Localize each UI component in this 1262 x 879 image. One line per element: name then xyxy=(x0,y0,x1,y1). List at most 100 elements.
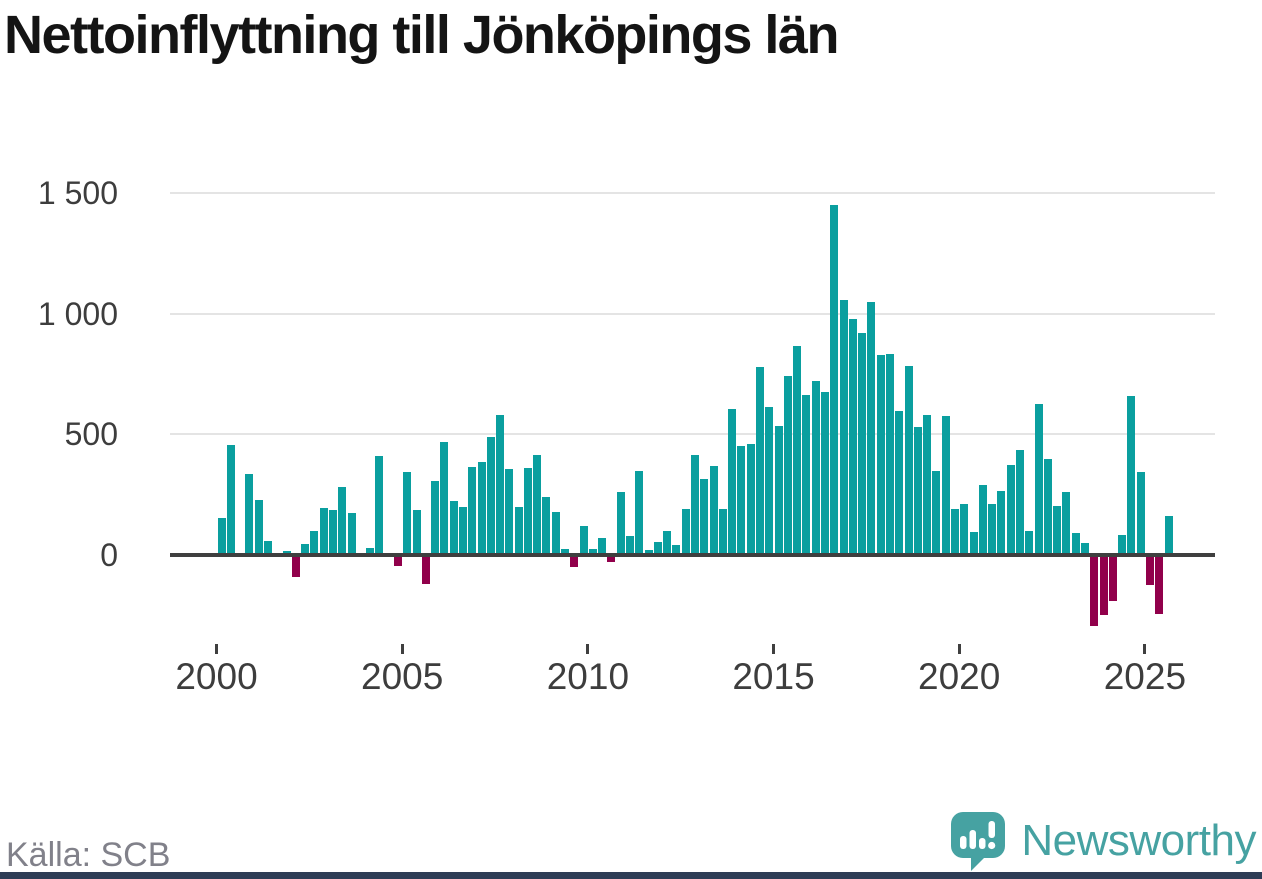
bar xyxy=(328,510,337,555)
bar xyxy=(291,555,300,577)
bar xyxy=(458,506,467,555)
bar xyxy=(885,353,894,555)
bar xyxy=(561,549,569,555)
bar xyxy=(1062,492,1071,555)
bar xyxy=(728,409,737,555)
bar xyxy=(653,541,662,555)
bar xyxy=(746,444,755,555)
bar xyxy=(496,415,504,555)
bar xyxy=(347,512,356,555)
bar xyxy=(978,485,987,555)
newsworthy-logo: Newsworthy xyxy=(947,808,1256,874)
bar xyxy=(830,205,839,555)
bar xyxy=(338,487,347,555)
newsworthy-logo-icon xyxy=(951,812,1006,871)
bar xyxy=(895,411,904,555)
y-axis-tick-label: 0 xyxy=(100,537,118,573)
bar xyxy=(839,300,848,555)
bar xyxy=(858,333,867,555)
bar xyxy=(579,526,588,555)
bar xyxy=(375,456,384,555)
bar xyxy=(932,470,941,555)
bar xyxy=(431,481,439,555)
bar xyxy=(774,425,783,555)
bar xyxy=(1145,555,1154,586)
bar xyxy=(412,510,421,555)
bar xyxy=(421,555,430,584)
bar xyxy=(588,549,597,555)
bar xyxy=(904,365,913,555)
x-axis-tick xyxy=(586,644,590,654)
x-axis-zero-line xyxy=(170,553,1215,557)
bar xyxy=(1127,395,1136,555)
bar xyxy=(793,346,802,555)
gridline-1500 xyxy=(170,192,1215,195)
bar xyxy=(960,504,969,555)
bar xyxy=(1108,555,1117,601)
bar xyxy=(1071,533,1080,555)
source-note: Källa: SCB xyxy=(6,836,171,874)
bar xyxy=(1080,542,1089,555)
bar xyxy=(1006,464,1015,555)
bar xyxy=(626,535,634,555)
x-axis-tick-label: 2000 xyxy=(175,656,258,697)
x-axis-tick-label: 2020 xyxy=(918,656,1001,697)
bar xyxy=(254,499,263,555)
bar xyxy=(1136,471,1145,555)
bar xyxy=(449,500,458,555)
bar xyxy=(533,454,542,555)
bar xyxy=(969,532,978,555)
bar xyxy=(551,511,560,555)
bar xyxy=(821,392,829,555)
gridline-1000 xyxy=(170,312,1215,315)
bar xyxy=(1025,530,1034,555)
bar xyxy=(607,555,616,563)
bar xyxy=(811,381,820,555)
bar xyxy=(1090,555,1099,627)
bar xyxy=(1164,516,1173,555)
bottom-accent-bar xyxy=(0,872,1262,879)
bar xyxy=(570,555,579,568)
bar xyxy=(477,462,486,555)
bar xyxy=(691,454,699,555)
bar xyxy=(403,471,412,555)
bar xyxy=(848,318,857,555)
bar xyxy=(598,538,607,555)
x-axis-tick xyxy=(215,644,218,654)
bar xyxy=(1015,450,1024,555)
bar xyxy=(514,506,523,555)
y-axis-tick-label: 1 500 xyxy=(37,175,118,212)
bar xyxy=(486,436,495,555)
bar xyxy=(245,474,254,555)
bar xyxy=(1043,458,1052,555)
bar xyxy=(941,416,950,555)
x-axis-tick xyxy=(1143,644,1147,654)
bar xyxy=(950,509,959,555)
y-axis-tick-label: 500 xyxy=(64,416,118,453)
bar xyxy=(988,504,997,555)
bar xyxy=(226,445,235,555)
bar xyxy=(393,555,402,566)
bar xyxy=(635,470,644,555)
bar xyxy=(1155,555,1164,615)
bar xyxy=(542,497,551,555)
bar xyxy=(802,394,811,555)
chart-title: Nettoinflyttning till Jönköpings län xyxy=(4,5,839,65)
y-axis-tick-label: 1 000 xyxy=(37,295,118,332)
bar xyxy=(616,492,625,555)
x-axis-tick-label: 2005 xyxy=(361,656,444,697)
bar xyxy=(709,465,718,555)
gridline-500 xyxy=(170,433,1215,436)
bar xyxy=(783,376,792,555)
bar xyxy=(681,509,690,555)
newsworthy-logo-text: Newsworthy xyxy=(1021,816,1256,865)
bar xyxy=(644,550,653,555)
x-axis-tick-label: 2025 xyxy=(1103,656,1187,697)
bar xyxy=(301,544,310,555)
x-axis-tick xyxy=(957,644,961,654)
bar xyxy=(523,468,532,555)
bar xyxy=(263,540,272,555)
bar xyxy=(1034,404,1043,555)
bar xyxy=(867,301,876,555)
